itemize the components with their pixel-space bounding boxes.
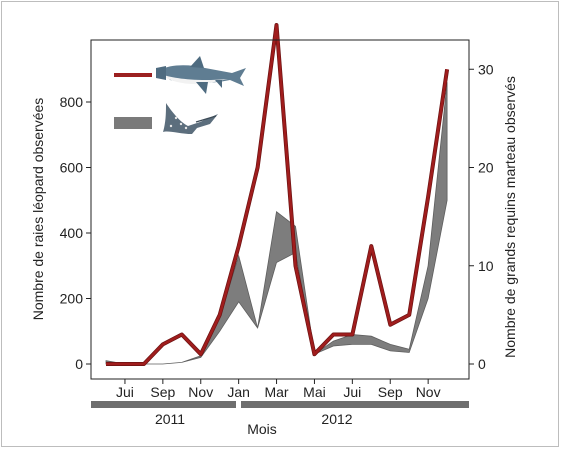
x-tick-label: Jan: [227, 384, 250, 400]
x-tick-label: Nov: [416, 384, 441, 400]
year-label-2012: 2012: [321, 411, 352, 427]
right-axis-ticks: 0 10 20 30: [469, 61, 494, 372]
year-label-2011: 2011: [155, 411, 185, 427]
left-axis-ticks: 0 200 400 600 800: [60, 94, 91, 372]
x-tick-label: Mar: [264, 384, 288, 400]
left-tick-label: 600: [60, 160, 84, 176]
leopard-ray-icon: [163, 103, 218, 134]
right-axis-label: Nombre de grands requins marteau observé…: [502, 76, 518, 358]
x-tick-label: Mai: [303, 384, 326, 400]
x-axis-ticks: Jui Sep Nov Jan Mar Mai Jui Sep Nov: [116, 379, 441, 400]
legend-ray-swatch: [114, 117, 152, 129]
hammerhead-shark-icon: [156, 56, 246, 94]
shark-line: [106, 23, 449, 366]
x-tick-label: Sep: [378, 384, 403, 400]
x-tick-label: Sep: [150, 384, 175, 400]
right-tick-label: 30: [478, 61, 494, 77]
x-axis-label: Mois: [247, 421, 277, 437]
shark-line-layer: [106, 23, 450, 366]
x-tick-label: Jui: [343, 384, 361, 400]
left-tick-label: 400: [60, 225, 84, 241]
year-bar-2011: [91, 401, 236, 408]
right-tick-label: 0: [478, 356, 486, 372]
x-tick-label: Nov: [188, 384, 213, 400]
left-tick-label: 0: [75, 356, 83, 372]
left-tick-label: 200: [60, 291, 84, 307]
legend: [114, 56, 246, 134]
plot-frame: [90, 39, 470, 380]
year-bar-2012: [241, 401, 469, 408]
x-tick-label: Jui: [116, 384, 134, 400]
left-axis-label: Nombre de raies léopard observées: [30, 98, 46, 321]
right-tick-label: 20: [478, 160, 494, 176]
left-tick-label: 800: [60, 94, 84, 110]
right-tick-label: 10: [478, 258, 494, 274]
